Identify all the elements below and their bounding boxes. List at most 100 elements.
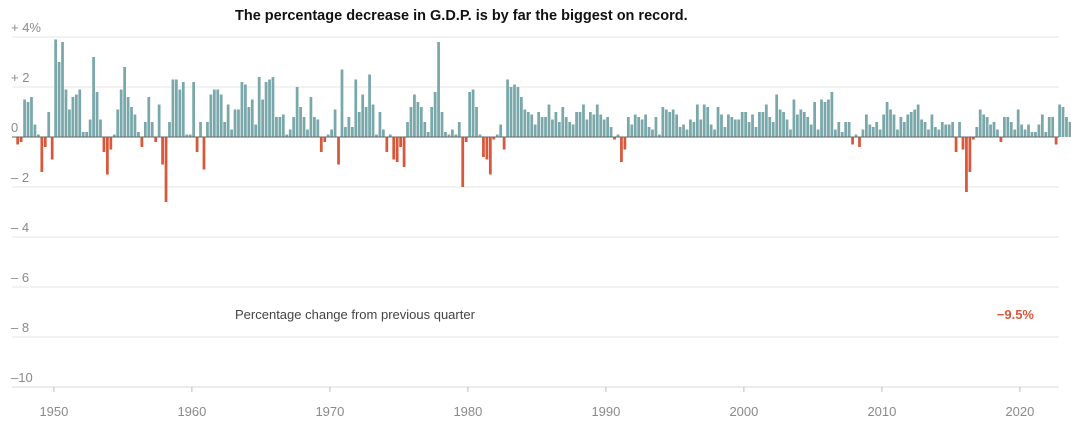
bar: [302, 117, 306, 137]
x-tick-label: 2020: [1005, 404, 1034, 419]
bar: [488, 137, 492, 175]
bar: [813, 102, 817, 137]
bar: [1034, 132, 1037, 137]
bar: [544, 117, 547, 137]
bar: [426, 132, 430, 137]
bar: [999, 137, 1003, 142]
bars: [16, 39, 1071, 202]
bar: [292, 117, 296, 137]
bar: [233, 109, 237, 137]
bar: [1054, 137, 1058, 145]
bar: [1047, 117, 1051, 137]
bar: [709, 124, 713, 137]
bar: [685, 129, 689, 137]
bar: [326, 134, 330, 137]
bar: [74, 94, 78, 137]
bar: [927, 129, 930, 137]
y-tick-label: – 8: [11, 320, 29, 335]
bar: [851, 137, 854, 145]
bar: [1040, 114, 1044, 137]
bar: [495, 134, 499, 137]
bar: [965, 137, 968, 192]
bar: [827, 99, 830, 137]
bar: [940, 122, 944, 137]
bar: [992, 122, 996, 137]
bar: [199, 122, 202, 137]
bar: [192, 82, 196, 137]
y-tick-label: – 4: [11, 220, 29, 235]
bar: [885, 102, 889, 137]
bar: [692, 122, 696, 137]
bar: [806, 117, 810, 137]
gridlines: [12, 36, 1059, 388]
bar: [671, 109, 675, 137]
bar: [747, 122, 751, 137]
bar: [868, 124, 872, 137]
bar: [454, 134, 458, 137]
bar: [996, 129, 999, 137]
y-tick-label: + 2: [11, 70, 29, 85]
bar: [433, 92, 437, 137]
bar: [16, 137, 20, 145]
bar: [513, 84, 516, 137]
bar: [730, 117, 734, 137]
y-tick-label: –10: [11, 370, 33, 385]
bar: [451, 129, 454, 137]
bar: [637, 117, 641, 137]
bar: [195, 137, 199, 152]
bar: [161, 137, 164, 165]
bar: [882, 114, 886, 137]
bar: [892, 114, 896, 137]
bar: [50, 137, 54, 160]
bar: [906, 114, 910, 137]
bar: [640, 119, 644, 137]
bar: [81, 132, 85, 137]
bar: [371, 104, 375, 137]
bar: [313, 117, 316, 137]
bar: [633, 114, 637, 137]
bar: [509, 87, 513, 137]
bar: [695, 104, 699, 137]
bar: [444, 132, 447, 137]
bar: [699, 119, 703, 137]
bar: [264, 82, 268, 137]
bar: [1023, 129, 1027, 137]
bar: [40, 137, 44, 172]
bar: [19, 137, 23, 142]
bar: [613, 137, 616, 140]
bar: [1016, 109, 1020, 137]
x-axis-ticks: 1950 1960 1970 1980 1990 2000 2010 2020: [39, 387, 1034, 419]
chart-note: Percentage change from previous quarter: [235, 307, 476, 322]
bar: [471, 89, 475, 137]
bar: [557, 122, 561, 137]
bar: [689, 119, 692, 137]
bar: [219, 94, 223, 137]
bar: [744, 112, 748, 137]
bar: [261, 99, 265, 137]
bar: [530, 114, 534, 137]
bar: [764, 104, 768, 137]
bar: [71, 97, 75, 137]
bar: [137, 132, 140, 137]
bar: [816, 129, 820, 137]
bar: [57, 62, 61, 137]
bar: [616, 134, 620, 137]
bar: [171, 79, 175, 137]
bar: [464, 137, 468, 142]
bar: [551, 119, 554, 137]
bar: [209, 94, 213, 137]
bar: [792, 99, 796, 137]
bar: [344, 127, 347, 137]
bar: [620, 137, 623, 162]
bar: [123, 67, 127, 137]
bar: [154, 137, 158, 142]
bar: [37, 134, 40, 137]
bar: [664, 109, 668, 137]
bar: [1020, 124, 1024, 137]
bar: [499, 124, 503, 137]
bar: [223, 122, 227, 137]
bar: [582, 104, 585, 137]
bar: [188, 134, 192, 137]
bar: [1037, 124, 1041, 137]
